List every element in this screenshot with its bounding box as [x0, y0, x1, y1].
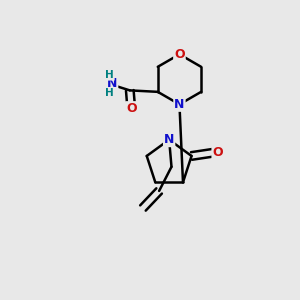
- Text: H: H: [105, 70, 114, 80]
- Text: O: O: [212, 146, 223, 158]
- Text: H: H: [105, 88, 114, 98]
- Text: O: O: [174, 48, 185, 61]
- Text: N: N: [164, 133, 174, 146]
- Text: N: N: [174, 98, 184, 111]
- Text: N: N: [107, 77, 117, 90]
- Text: O: O: [126, 102, 136, 115]
